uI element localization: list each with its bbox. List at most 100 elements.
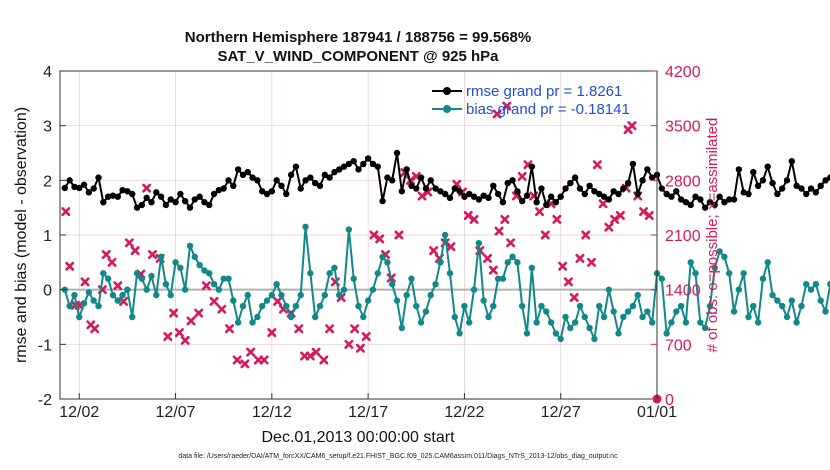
rmse-point <box>538 185 545 192</box>
obs-marker <box>232 355 242 365</box>
rmse-point <box>379 197 386 205</box>
legend-rmse-marker <box>443 87 451 95</box>
rmse-point <box>494 190 502 198</box>
obs-marker <box>217 304 227 314</box>
obs-marker <box>587 257 597 267</box>
obs-marker <box>644 210 654 220</box>
rmse-point <box>735 166 743 173</box>
bias-point <box>514 259 521 266</box>
rmse-point <box>297 185 304 192</box>
rmse-point <box>432 185 439 192</box>
obs-marker <box>563 277 573 287</box>
rmse-point <box>427 177 434 184</box>
bias-point <box>446 270 454 277</box>
rmse-point <box>711 201 718 209</box>
obs-marker <box>463 210 473 220</box>
chart-title: Northern Hemisphere 187941 / 188756 = 99… <box>185 29 531 46</box>
bias-point <box>682 319 690 326</box>
bias-point <box>326 270 333 277</box>
bias-point <box>230 297 237 304</box>
rmse-point <box>716 193 723 200</box>
rmse-point <box>422 185 430 192</box>
obs-marker <box>319 355 329 365</box>
bias-point <box>66 302 73 310</box>
rmse-point <box>451 185 458 192</box>
bias-point <box>119 291 126 299</box>
y-tick-label-left: 3 <box>43 119 52 136</box>
rmse-point <box>798 185 805 192</box>
bias-point <box>350 275 357 282</box>
rmse-point <box>571 174 579 181</box>
bias-point <box>369 286 377 293</box>
bias-point <box>225 275 232 282</box>
rmse-point <box>692 193 699 200</box>
obs-marker <box>305 351 315 361</box>
obs-marker <box>267 328 277 338</box>
bias-point <box>759 275 767 282</box>
obs-marker <box>194 308 204 318</box>
bias-point <box>533 319 540 326</box>
bias-point <box>259 302 266 310</box>
obs-marker <box>492 109 502 119</box>
bias-point <box>100 270 107 277</box>
rmse-point <box>95 174 102 181</box>
rmse-point <box>673 188 680 195</box>
bias-point <box>177 264 184 271</box>
obs-marker <box>147 250 157 260</box>
rmse-point <box>581 190 588 198</box>
bias-point <box>389 281 396 288</box>
rmse-point <box>278 182 285 189</box>
bias-point <box>687 259 694 266</box>
bias-point <box>234 319 242 326</box>
bias-point <box>706 302 714 310</box>
bias-series <box>61 223 830 343</box>
y-tick-label-right: 2800 <box>665 173 701 190</box>
bias-point <box>461 302 468 310</box>
obs-marker <box>80 277 90 287</box>
rmse-point <box>783 177 791 184</box>
bias-point <box>596 302 603 310</box>
obs-marker <box>488 265 498 275</box>
rmse-point <box>658 185 666 192</box>
rmse-point <box>701 204 709 211</box>
obs-marker <box>469 214 479 224</box>
rmse-point <box>186 204 194 211</box>
obs-marker <box>506 238 516 248</box>
rmse-point <box>307 174 314 181</box>
rmse-point <box>143 194 150 202</box>
rmse-point <box>812 189 820 196</box>
bias-point <box>422 308 430 315</box>
rmse-point <box>778 185 786 192</box>
bias-point <box>557 335 564 343</box>
bias-point <box>605 286 613 293</box>
rmse-point <box>591 188 598 195</box>
obs-series <box>61 101 662 404</box>
rmse-point <box>234 166 242 173</box>
obs-marker <box>294 324 304 334</box>
rmse-point <box>523 192 531 199</box>
rmse-point <box>764 163 771 170</box>
rmse-point <box>413 185 420 192</box>
rmse-point <box>389 177 396 184</box>
rmse-point <box>547 193 555 200</box>
rmse-point <box>730 196 738 203</box>
bias-point <box>76 313 83 321</box>
bias-point <box>143 286 150 293</box>
obs-marker <box>240 359 250 369</box>
obs-marker <box>130 246 140 256</box>
x-axis: 12/02 12/07 12/12 12/17 12/22 12/27 01/01 <box>59 393 677 421</box>
rmse-point <box>663 190 670 198</box>
bias-point <box>384 259 391 266</box>
rmse-point <box>331 168 338 176</box>
bias-point <box>827 281 830 288</box>
rmse-point <box>374 163 381 170</box>
rmse-point <box>249 174 256 181</box>
obs-marker <box>500 214 510 224</box>
bias-point <box>586 324 593 332</box>
rmse-point <box>153 189 160 196</box>
obs-marker <box>163 332 173 342</box>
x-tick-label: 01/01 <box>637 404 677 421</box>
rmse-point <box>384 174 391 181</box>
rmse-point <box>100 199 107 206</box>
